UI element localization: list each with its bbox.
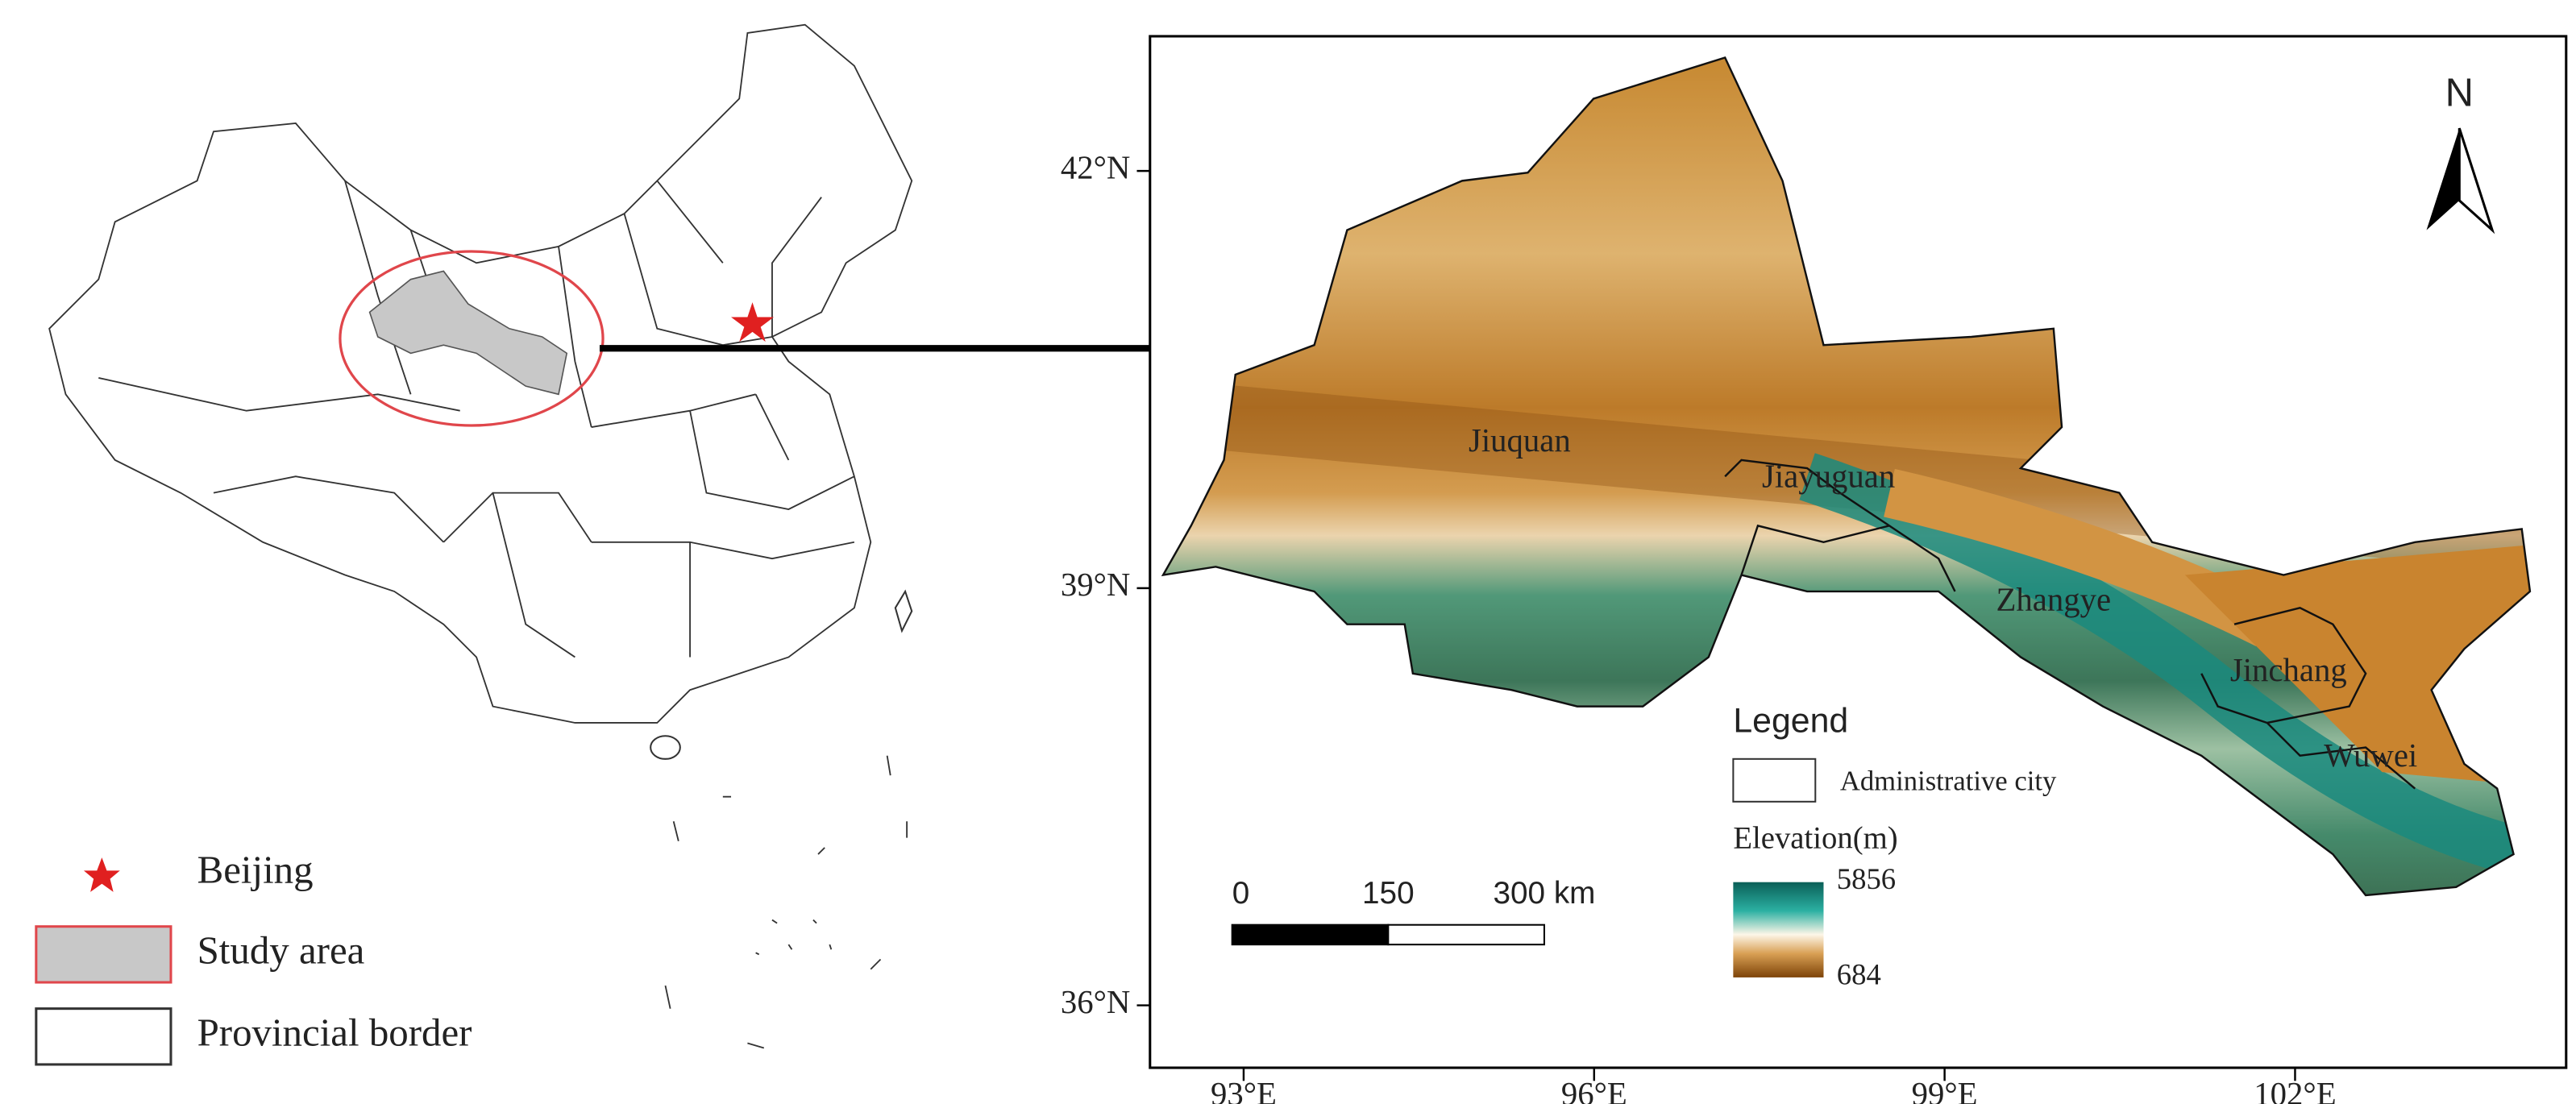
city-boundaries [1161, 56, 2532, 897]
scale-segment [1387, 923, 1545, 946]
legend-label: Study area [197, 928, 365, 973]
hainan [650, 735, 681, 760]
legend-label: Provincial border [197, 1011, 472, 1055]
taiwan [894, 589, 913, 633]
elevation-label: 5856 [1837, 862, 1896, 895]
study-ellipse [339, 250, 605, 427]
scale-segment [1231, 923, 1390, 946]
left-legend: Beijing Study area Provincial border [35, 848, 472, 1066]
elevation-label: 684 [1837, 957, 1881, 990]
north-arrow: N [2426, 71, 2495, 234]
legend-label: Administrative city [1840, 766, 2057, 796]
legend-label: Elevation(m) [1733, 821, 1897, 856]
city-label: Wuwei [2324, 737, 2417, 774]
lon-label: 96°E [1561, 1076, 1627, 1104]
scale-label: 300 km [1493, 876, 1595, 911]
legend-label: Beijing [197, 848, 314, 892]
elevation-ramp [1733, 882, 1824, 977]
north-label: N [2445, 71, 2474, 114]
china-outline [48, 23, 913, 724]
lat-label: 39°N [1061, 567, 1130, 603]
dash-lines [664, 755, 908, 1049]
legend-swatch [35, 1007, 172, 1066]
study-area [368, 270, 568, 396]
lon-label: 102°E [2254, 1076, 2336, 1104]
lat-label: 36°N [1061, 984, 1130, 1020]
legend-star [83, 857, 120, 892]
lon-label: 93°E [1211, 1076, 1277, 1104]
beijing-star [731, 302, 775, 342]
city-label: Jiuquan [1469, 422, 1571, 459]
city-label: Jiayuguan [1762, 459, 1895, 495]
scale-label: 150 [1362, 876, 1415, 911]
lon-label: 99°E [1912, 1076, 1978, 1104]
legend-swatch [1732, 757, 1817, 803]
city-label: Zhangye [1996, 582, 2112, 618]
scale-label: 0 [1232, 876, 1250, 911]
china-map [48, 23, 1224, 1049]
legend-swatch [35, 925, 172, 984]
map-legend: Legend Administrative city Elevation(m) [1732, 701, 2057, 977]
province-lines [98, 180, 855, 658]
legend-title: Legend [1733, 701, 1848, 740]
city-label: Jinchang [2230, 652, 2347, 688]
lat-label: 42°N [1061, 149, 1130, 185]
